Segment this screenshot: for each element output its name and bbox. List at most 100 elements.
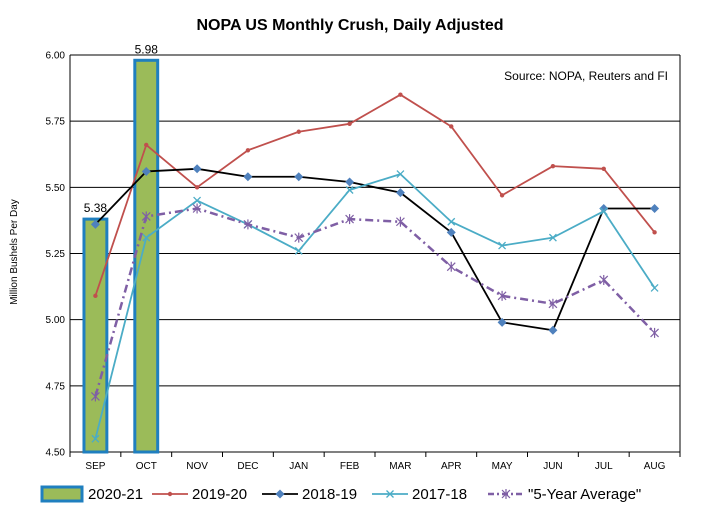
y-tick-label: 4.50 bbox=[46, 448, 66, 459]
series-point bbox=[650, 204, 660, 214]
series-point bbox=[193, 196, 202, 205]
series-point bbox=[395, 188, 405, 198]
series-point bbox=[243, 219, 253, 230]
series-point-stroke bbox=[142, 233, 151, 242]
series-point bbox=[294, 232, 304, 243]
bar bbox=[133, 58, 160, 454]
chart-title: NOPA US Monthly Crush, Daily Adjusted bbox=[197, 17, 504, 34]
legend-label: "5-Year Average" bbox=[528, 486, 641, 503]
series-point-shape bbox=[497, 317, 507, 327]
x-tick-label: JUL bbox=[595, 461, 613, 472]
legend-label: 2017-18 bbox=[412, 486, 467, 503]
series-point bbox=[446, 261, 456, 272]
series-point-shape bbox=[395, 188, 405, 198]
series-point bbox=[498, 241, 507, 250]
series-point bbox=[345, 214, 355, 225]
series-point bbox=[396, 170, 405, 179]
x-tick-label: SEP bbox=[85, 461, 105, 472]
series-point bbox=[345, 177, 355, 187]
series-point bbox=[599, 204, 609, 214]
series-point bbox=[93, 293, 98, 299]
bar-data-label: 5.38 bbox=[84, 201, 108, 215]
series-point-shape bbox=[192, 164, 202, 174]
y-tick-label: 6.00 bbox=[46, 51, 66, 62]
series-point bbox=[497, 290, 507, 301]
x-tick-label: FEB bbox=[340, 461, 360, 472]
legend-swatch bbox=[40, 485, 84, 503]
series-point bbox=[499, 193, 505, 198]
y-axis-label: Million Bushels Per Day bbox=[9, 199, 20, 305]
series-point-stroke bbox=[599, 207, 608, 216]
series-point-shape bbox=[345, 177, 355, 187]
series-point bbox=[192, 164, 202, 174]
legend-swatch-marker-shape bbox=[275, 489, 285, 499]
series-point-stroke bbox=[91, 434, 100, 443]
series-point-shape bbox=[141, 166, 151, 176]
series-point-shape bbox=[90, 219, 100, 229]
series-point bbox=[650, 283, 659, 292]
series-point-shape bbox=[650, 204, 660, 214]
series-point bbox=[194, 185, 200, 190]
series-point bbox=[650, 327, 660, 338]
series-point bbox=[245, 148, 251, 153]
series-point-shape bbox=[245, 148, 251, 153]
plot-area: 4.50 4.75 5.00 5.25 5.50 5.75 6.00 SEP OCT NOV DEC… bbox=[46, 42, 681, 472]
legend-swatch-marker-stroke bbox=[386, 490, 394, 498]
series-point-stroke bbox=[498, 241, 507, 250]
y-tick-label: 4.75 bbox=[46, 381, 66, 392]
series-point-stroke bbox=[650, 283, 659, 292]
series-point bbox=[497, 317, 507, 327]
series-point bbox=[144, 142, 149, 148]
series-point-shape bbox=[294, 172, 304, 182]
legend-swatch-marker bbox=[167, 491, 173, 497]
legend-label: 2018-19 bbox=[302, 486, 357, 503]
x-tick-label: MAR bbox=[389, 461, 411, 472]
series-point bbox=[599, 274, 609, 285]
legend-swatch-marker bbox=[386, 490, 394, 498]
series-point bbox=[447, 217, 456, 226]
x-tick-label: MAY bbox=[492, 461, 513, 472]
series-point bbox=[446, 227, 456, 237]
series-point bbox=[91, 434, 100, 443]
series-point-shape bbox=[499, 193, 505, 198]
series-point bbox=[449, 124, 454, 129]
series-point-shape bbox=[93, 293, 98, 299]
series-point bbox=[141, 166, 151, 176]
series-point-shape bbox=[144, 142, 149, 148]
series-line bbox=[94, 167, 655, 332]
series-point bbox=[550, 163, 556, 169]
series-point-stroke bbox=[447, 217, 456, 226]
series-point-shape bbox=[398, 92, 403, 97]
series-point bbox=[90, 219, 100, 229]
series-point bbox=[548, 325, 558, 335]
x-tick-label: APR bbox=[441, 461, 462, 472]
x-tick-label: OCT bbox=[136, 461, 157, 472]
series-point-shape bbox=[550, 163, 556, 169]
series-point-shape bbox=[194, 185, 200, 190]
series-point-shape bbox=[243, 172, 253, 182]
series-point bbox=[142, 233, 151, 242]
legend-label: 2019-20 bbox=[192, 486, 247, 503]
series-point-stroke bbox=[345, 186, 354, 194]
series-point bbox=[296, 129, 301, 134]
legend-label: 2020-21 bbox=[88, 486, 143, 503]
series-point-shape bbox=[601, 166, 606, 172]
y-tick-label: 5.50 bbox=[46, 183, 66, 194]
y-tick-label: 5.25 bbox=[46, 249, 66, 260]
series-point bbox=[243, 172, 253, 182]
source-note: Source: NOPA, Reuters and FI bbox=[504, 69, 668, 83]
bar-data-label: 5.98 bbox=[135, 42, 159, 56]
series-point bbox=[294, 246, 303, 255]
series-point bbox=[548, 233, 557, 242]
series-point bbox=[345, 186, 354, 194]
series-point-stroke bbox=[193, 196, 202, 205]
series-point bbox=[548, 298, 558, 309]
series-point bbox=[652, 230, 657, 235]
series-point bbox=[601, 166, 606, 172]
series-point bbox=[395, 216, 405, 227]
y-tick-label: 5.00 bbox=[46, 315, 66, 326]
y-tick-label: 5.75 bbox=[46, 117, 66, 128]
legend-swatch-marker-shape bbox=[167, 491, 173, 497]
series-point-shape bbox=[599, 204, 609, 214]
